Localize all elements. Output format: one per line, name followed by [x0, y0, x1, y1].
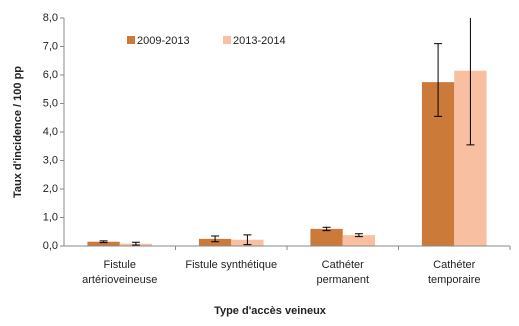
bar — [342, 235, 376, 246]
x-tick-label: Cathéter — [433, 259, 476, 271]
legend-swatch — [223, 36, 231, 44]
legend-label: 2013-2014 — [233, 35, 286, 47]
bar — [310, 228, 343, 246]
x-tick-label: temporaire — [428, 274, 481, 286]
y-tick-label: 6,0 — [43, 69, 58, 81]
y-tick-label: 7,0 — [43, 40, 58, 52]
error-bar — [243, 234, 252, 246]
bar — [198, 238, 232, 246]
x-tick-label: artérioveineuse — [82, 274, 157, 286]
x-tick-label: Fistule — [104, 259, 136, 271]
y-tick-label: 3,0 — [43, 154, 58, 166]
error-bar — [99, 240, 108, 244]
error-bar — [466, 18, 475, 146]
bar — [87, 241, 120, 246]
y-tick-label: 8,0 — [43, 12, 58, 24]
x-tick-label: permanent — [316, 274, 369, 286]
error-bar — [211, 235, 220, 243]
y-axis-title: Taux d'incidence / 100 pp — [12, 66, 24, 198]
y-tick-label: 0,0 — [43, 240, 58, 252]
y-tick-label: 2,0 — [43, 183, 58, 195]
error-bar — [434, 43, 443, 117]
x-tick-label: Cathéter — [322, 259, 365, 271]
plot-area — [87, 18, 487, 246]
x-tick-label: Fistule synthétique — [185, 259, 277, 271]
legend-label: 2009-2013 — [137, 35, 190, 47]
error-bar — [131, 241, 140, 246]
error-bar — [354, 233, 363, 238]
y-tick-label: 5,0 — [43, 97, 58, 109]
legend-swatch — [127, 36, 135, 44]
error-bar — [322, 226, 331, 232]
x-axis-title: Type d'accès veineux — [214, 305, 327, 317]
y-tick-label: 4,0 — [43, 126, 58, 138]
y-tick-label: 1,0 — [43, 211, 58, 223]
